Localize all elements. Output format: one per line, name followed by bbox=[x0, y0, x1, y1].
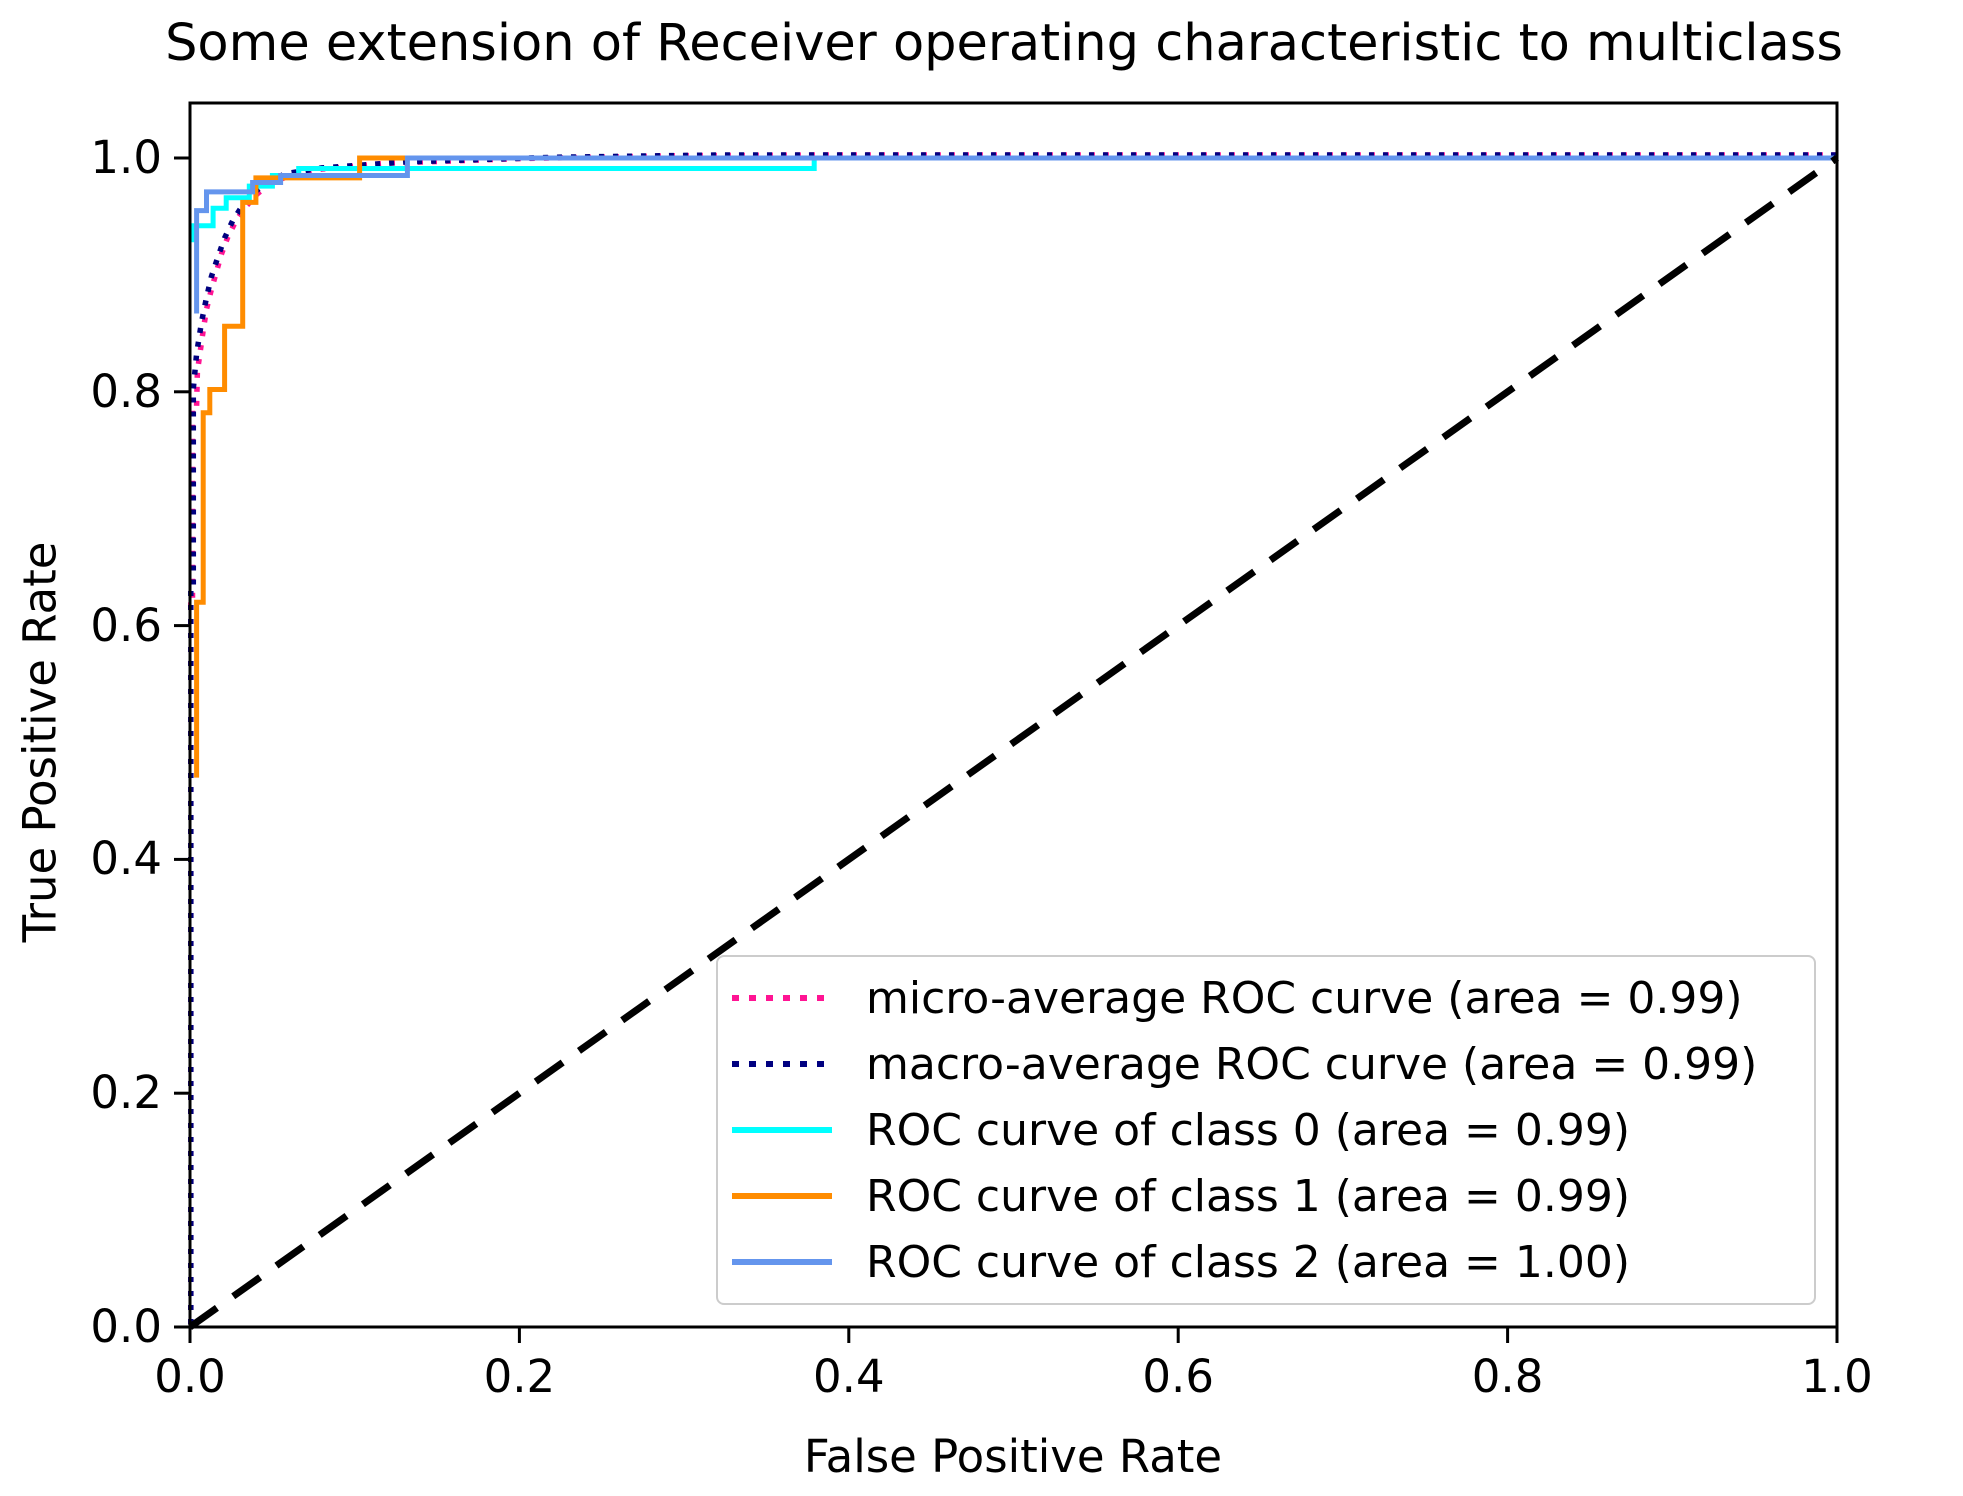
legend-label-macro-average: macro-average ROC curve (area = 0.99) bbox=[866, 1038, 1758, 1090]
legend-entry-macro-average: macro-average ROC curve (area = 0.99) bbox=[732, 1031, 1814, 1097]
x-axis-label: False Positive Rate bbox=[803, 1430, 1223, 1483]
legend-entry-class-1: ROC curve of class 1 (area = 0.99) bbox=[732, 1163, 1814, 1229]
x-tick-label: 0.8 bbox=[1471, 1350, 1544, 1403]
legend-sample-class-1 bbox=[732, 1193, 832, 1199]
y-tick-label: 0.8 bbox=[90, 364, 162, 418]
y-tick-label: 1.0 bbox=[90, 131, 162, 184]
legend-entry-class-2: ROC curve of class 2 (area = 1.00) bbox=[732, 1229, 1814, 1295]
x-tick-label: 0.2 bbox=[483, 1350, 556, 1403]
legend-label-class-0: ROC curve of class 0 (area = 0.99) bbox=[866, 1104, 1631, 1156]
x-tick-label: 0.0 bbox=[154, 1350, 226, 1403]
series-roc-curve-of-class-1-area-0-99- bbox=[194, 155, 1837, 778]
series-roc-curve-of-class-0-area-0-99- bbox=[190, 155, 1837, 243]
series-macro-average-roc-curve-area-0-99- bbox=[188, 152, 1837, 1324]
series-chance-diagonal bbox=[187, 155, 1840, 1330]
legend-label-class-1: ROC curve of class 1 (area = 0.99) bbox=[866, 1170, 1631, 1222]
x-tick-label: 0.4 bbox=[813, 1350, 885, 1403]
legend-label-class-2: ROC curve of class 2 (area = 1.00) bbox=[866, 1236, 1631, 1288]
legend-sample-macro-average bbox=[732, 1061, 832, 1067]
y-tick-label: 0.4 bbox=[90, 832, 162, 886]
legend-entry-class-0: ROC curve of class 0 (area = 0.99) bbox=[732, 1097, 1814, 1163]
legend-box: micro-average ROC curve (area = 0.99) ma… bbox=[716, 955, 1816, 1305]
x-tick-label: 1.0 bbox=[1801, 1350, 1873, 1403]
legend-sample-micro-average bbox=[732, 995, 832, 1001]
y-tick-label: 0.6 bbox=[90, 598, 162, 652]
x-tick-label: 0.6 bbox=[1142, 1350, 1214, 1403]
chart-title: Some extension of Receiver operating cha… bbox=[165, 14, 1843, 73]
y-tick-label: 0.0 bbox=[90, 1300, 162, 1353]
legend-sample-class-0 bbox=[732, 1127, 832, 1133]
legend-label-micro-average: micro-average ROC curve (area = 0.99) bbox=[866, 972, 1743, 1024]
legend-entry-micro-average: micro-average ROC curve (area = 0.99) bbox=[732, 965, 1814, 1031]
legend-sample-class-2 bbox=[732, 1259, 832, 1265]
series-roc-curve-of-class-2-area-1-00- bbox=[194, 155, 1837, 314]
y-tick-label: 0.2 bbox=[90, 1066, 162, 1120]
